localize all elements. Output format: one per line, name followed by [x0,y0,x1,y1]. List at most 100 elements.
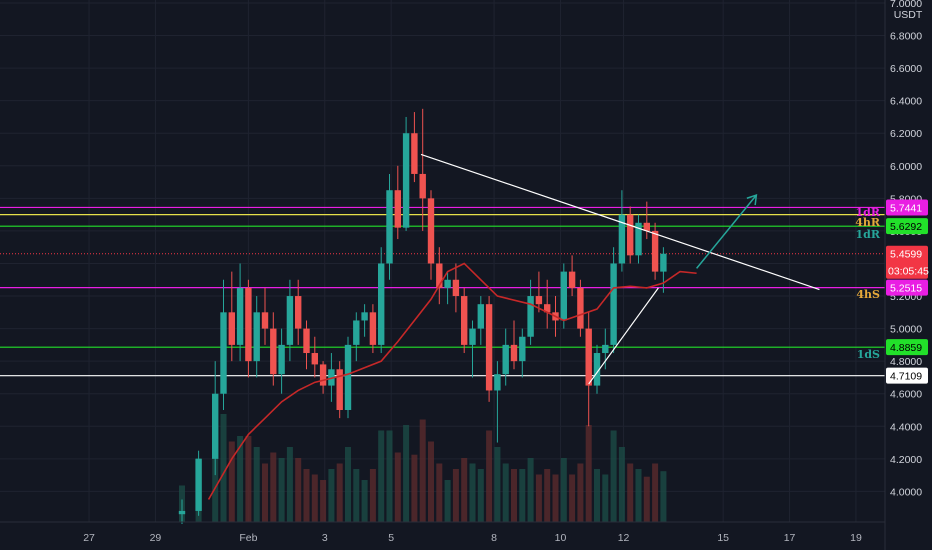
candlesticks[interactable] [178,108,667,524]
volume-bar [286,447,293,522]
price-tick-label: 6.0000 [890,161,922,173]
candle-body[interactable] [452,279,460,297]
candle-body[interactable] [477,304,484,329]
candle-body[interactable] [651,230,659,272]
volume-bar [643,476,650,522]
candle-body[interactable] [485,304,493,391]
volume-bar [295,458,302,522]
candle-body[interactable] [278,344,285,375]
price-tick-label: 4.4000 [890,421,922,433]
candle-body[interactable] [593,353,601,386]
candle-body[interactable] [402,133,410,228]
candle-body[interactable] [618,214,626,264]
trendline[interactable] [420,153,820,291]
volume-bar [585,425,592,522]
volume-bar [610,430,617,522]
candle-body[interactable] [303,328,310,354]
current-price-value: 5.4599 [890,249,922,261]
candle-body[interactable] [436,263,443,288]
candle-body[interactable] [245,287,252,362]
candle-body[interactable] [344,344,352,410]
candle-body[interactable] [411,133,418,174]
grid-lines [0,0,885,522]
price-tick-label: 6.4000 [890,96,922,108]
candle-body[interactable] [261,312,269,329]
candle-body[interactable] [319,364,327,386]
volume-bar [411,454,418,522]
volume-bar [602,474,609,522]
candle-body[interactable] [502,344,509,375]
candle-body[interactable] [444,279,451,288]
volume-bar [452,469,459,522]
candle-body[interactable] [353,320,360,345]
candle-body[interactable] [568,271,576,288]
candle-body[interactable] [627,214,634,256]
candle-body[interactable] [394,190,401,228]
candle-body[interactable] [585,328,592,386]
candle-body[interactable] [295,296,302,329]
volume-bar [544,469,551,522]
volume-bar [270,452,277,522]
candle-body[interactable] [461,296,468,345]
candle-body[interactable] [236,287,244,345]
drawings[interactable] [420,153,820,385]
time-tick-label: 8 [491,532,497,544]
time-tick-label: 17 [784,532,796,544]
candle-body[interactable] [602,344,609,354]
volume-bar [535,474,542,522]
candle-body[interactable] [220,312,227,394]
candle-body[interactable] [369,312,377,345]
candle-body[interactable] [494,374,501,391]
candle-body[interactable] [610,263,617,345]
volume-bar [461,458,468,522]
volume-bar [494,447,501,522]
candle-body[interactable] [386,190,393,264]
level-side-label: 1dS [857,348,880,361]
candle-body[interactable] [635,222,642,256]
volume-bar [378,430,385,522]
candle-body[interactable] [195,458,202,511]
time-axis[interactable]: 27 29 Feb 3 5 8 10 12 15 17 19 [83,532,862,544]
candle-body[interactable] [469,328,476,345]
candle-body[interactable] [660,253,667,272]
candle-body[interactable] [336,369,343,410]
candle-body[interactable] [228,312,235,345]
volume-bar [519,469,526,522]
volume-bar [403,425,410,522]
candle-body[interactable] [577,287,584,329]
price-tick-label: 6.8000 [890,31,922,43]
time-tick-label: 10 [555,532,567,544]
time-tick-label: 19 [850,532,862,544]
volume-bar [469,463,476,522]
candle-body[interactable] [311,353,318,365]
level-tag-text: 4.8859 [890,342,922,354]
level-side-label: 4hR [855,216,881,229]
candle-body[interactable] [361,312,368,321]
price-tick-label: 7.0000 [890,0,922,10]
level-tag-text: 5.6292 [890,221,922,233]
candle-body[interactable] [560,271,567,321]
volume-bar [311,474,318,522]
candle-body[interactable] [544,304,551,313]
volume-bar [444,480,451,522]
candle-body[interactable] [253,312,260,362]
candle-body[interactable] [527,296,534,337]
candle-body[interactable] [510,344,518,362]
candle-body[interactable] [419,173,426,199]
candle-body[interactable] [212,393,219,459]
candle-body[interactable] [270,328,277,375]
candle-body[interactable] [178,510,186,515]
arrow-line[interactable] [696,194,757,269]
price-tick-label: 4.0000 [890,486,922,498]
horizontal-levels[interactable] [0,206,885,377]
price-tick-label: 5.0000 [890,324,922,336]
candle-body[interactable] [427,198,435,264]
candle-body[interactable] [286,296,294,345]
candle-body[interactable] [378,263,385,345]
candle-body[interactable] [535,296,543,305]
candle-body[interactable] [643,222,650,231]
candle-body[interactable] [519,336,526,362]
trendline[interactable] [588,287,659,385]
